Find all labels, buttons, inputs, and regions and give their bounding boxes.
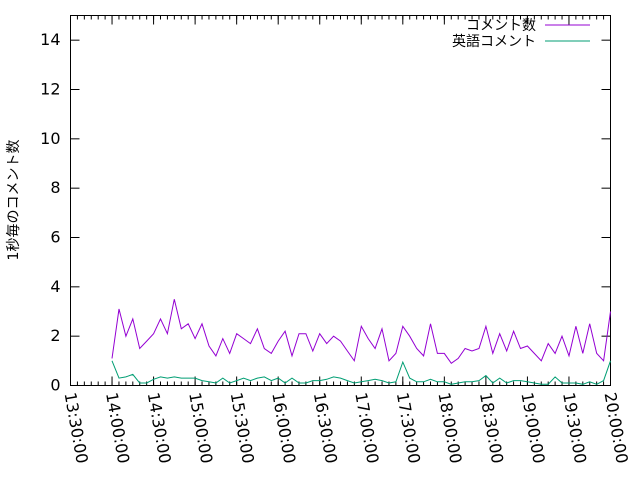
legend-label-1: コメント数 xyxy=(466,18,536,34)
axis-ticks: 0 2 4 6 8 10 12 14 13:30:00 14:00:00 14:30:00 15:00… xyxy=(40,15,632,465)
x-tick-label: 13:30:00 xyxy=(61,391,92,465)
x-tick-label: 14:00:00 xyxy=(102,391,133,465)
y-tick-label: 4 xyxy=(50,277,60,296)
y-tick-label: 10 xyxy=(40,129,60,148)
x-tick-label: 17:30:00 xyxy=(393,391,424,465)
series-line-1 xyxy=(111,299,611,364)
series-lines xyxy=(111,299,611,385)
x-tick-label: 15:30:00 xyxy=(227,391,258,465)
x-tick-label: 15:00:00 xyxy=(185,391,216,465)
legend-label-2: 英語コメント xyxy=(452,33,536,50)
x-tick-label: 18:00:00 xyxy=(434,391,465,465)
x-tick-label: 14:30:00 xyxy=(144,391,175,465)
y-tick-label: 0 xyxy=(50,376,60,395)
y-tick-label: 12 xyxy=(40,80,60,99)
series-line-2 xyxy=(111,360,611,385)
y-tick-label: 2 xyxy=(50,326,60,345)
x-tick-label: 18:30:00 xyxy=(476,391,507,465)
y-tick-label: 8 xyxy=(50,178,60,197)
y-tick-label: 14 xyxy=(40,30,60,49)
x-tick-label: 20:00:00 xyxy=(601,391,632,465)
x-tick-label: 19:30:00 xyxy=(559,391,590,465)
plot-border xyxy=(70,15,611,386)
x-tick-label: 16:30:00 xyxy=(310,391,341,465)
y-tick-label: 6 xyxy=(50,228,60,247)
x-tick-label: 17:00:00 xyxy=(351,391,382,465)
y-axis-label: 1秒毎のコメント数 xyxy=(6,140,22,261)
x-tick-label: 19:00:00 xyxy=(517,391,548,465)
x-tick-label: 16:00:00 xyxy=(268,391,299,465)
